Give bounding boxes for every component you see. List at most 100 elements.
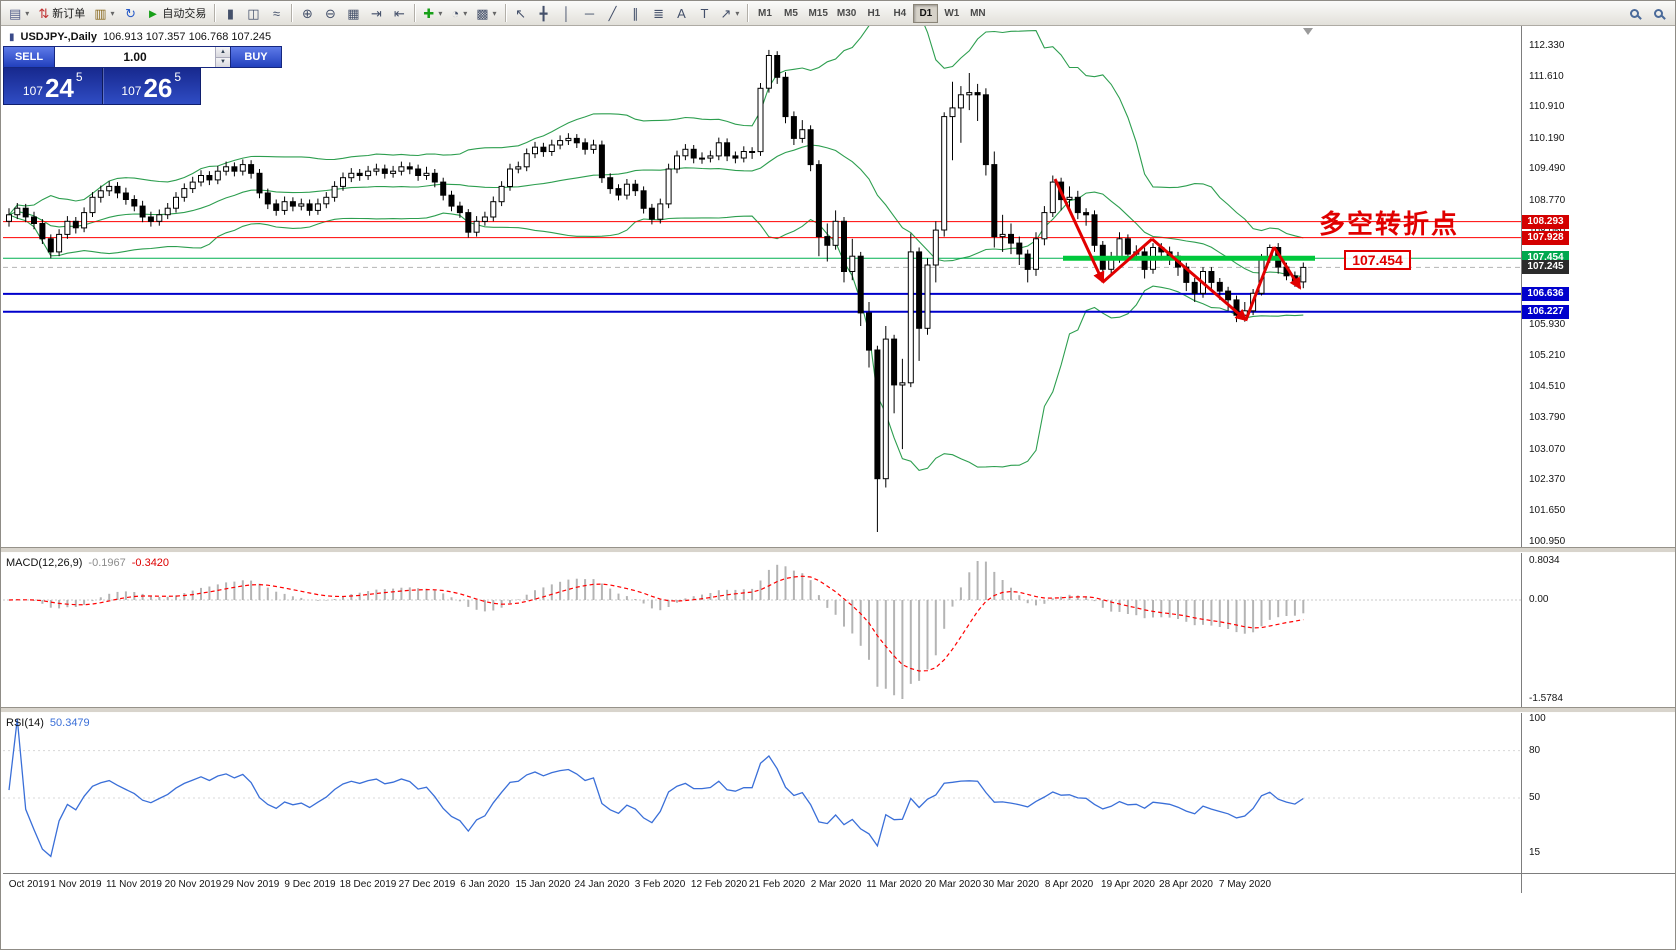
chevron-down-icon: ▾ xyxy=(735,8,740,18)
lot-spinner: ▲ ▼ xyxy=(215,47,230,67)
date-tick: 8 Apr 2020 xyxy=(1044,879,1094,890)
date-tick: 2 Mar 2020 xyxy=(810,879,862,890)
timeframe-d1-button[interactable]: D1 xyxy=(913,3,939,23)
templates-button[interactable]: ▩ ▾ xyxy=(472,3,500,24)
timeframe-m5-button[interactable]: M5 xyxy=(783,7,798,19)
date-tick: 24 Jan 2020 xyxy=(574,879,630,890)
timeframe-w1-button[interactable]: W1 xyxy=(944,7,960,19)
text-button[interactable]: A xyxy=(671,3,693,24)
indicators-button[interactable]: ✚ ▾ xyxy=(419,3,446,24)
sell-price-panel[interactable]: 107 24 5 xyxy=(4,68,102,104)
equidistant-channel-icon: ∥ xyxy=(632,5,639,21)
chevron-down-icon: ▾ xyxy=(25,8,30,18)
buy-button[interactable]: BUY xyxy=(230,46,282,68)
macd-main-value: -0.1967 xyxy=(88,557,126,569)
zoom-in-button[interactable]: ⊕ xyxy=(296,3,318,24)
equidistant-channel-button[interactable]: ∥ xyxy=(625,3,647,24)
date-tick: 15 Jan 2020 xyxy=(515,879,571,890)
new-order-button[interactable]: ⇅ 新订单 xyxy=(34,3,89,24)
price-tick: 111.610 xyxy=(1529,71,1564,82)
price-tick: 105.930 xyxy=(1529,319,1566,330)
grid-button[interactable]: ▦ xyxy=(342,3,364,24)
macd-panel[interactable] xyxy=(3,553,1521,707)
macd-tick: 0.8034 xyxy=(1529,555,1560,566)
trendline-button[interactable]: ╱ xyxy=(602,3,624,24)
rsi-panel[interactable] xyxy=(3,713,1521,873)
date-tick: 18 Dec 2019 xyxy=(339,879,397,890)
new-chart-button[interactable]: ▤ ▾ xyxy=(5,3,33,24)
auto-trading-label: 自动交易 xyxy=(162,8,207,20)
text-label-icon: T xyxy=(700,5,709,21)
price-level-label: 108.293 xyxy=(1522,215,1569,229)
vertical-line-icon: │ xyxy=(562,5,571,21)
price-axis[interactable]: 112.330 111.610 110.910 110.190 109.490 108.7… xyxy=(1521,26,1675,547)
macd-signal-value: -0.3420 xyxy=(131,557,170,569)
zoom-out-button[interactable]: ⊖ xyxy=(319,3,341,24)
fibonacci-button[interactable]: ≣ xyxy=(648,3,670,24)
timeframe-h4-button[interactable]: H4 xyxy=(893,7,907,19)
search-community-button[interactable] xyxy=(1647,3,1669,24)
rsi-axis[interactable]: 100 80 50 15 xyxy=(1521,713,1675,873)
timeframe-m1-button[interactable]: M1 xyxy=(757,7,772,19)
candlestick-chart-button[interactable]: ◫ xyxy=(242,3,264,24)
text-label-button[interactable]: T xyxy=(694,3,716,24)
cursor-button[interactable]: ↖ xyxy=(510,3,532,24)
date-tick: 28 Apr 2020 xyxy=(1159,879,1213,890)
chart-shift-marker[interactable] xyxy=(1303,28,1313,35)
line-chart-button[interactable]: ≈ xyxy=(265,3,287,24)
horizontal-line-button[interactable]: ─ xyxy=(579,3,601,24)
timeframe-m30-button[interactable]: M30 xyxy=(836,7,857,19)
lot-decrease-button[interactable]: ▼ xyxy=(216,56,230,67)
bar-chart-button[interactable]: ▮ xyxy=(219,3,241,24)
profiles-button[interactable]: ▥ ▾ xyxy=(90,3,118,24)
cursor-icon: ↖ xyxy=(515,5,526,21)
price-tick: 110.190 xyxy=(1529,133,1565,144)
periods-button[interactable]: ◔ ▾ xyxy=(447,3,471,24)
profiles-icon: ▥ xyxy=(94,5,107,21)
arrows-icon: ↗ xyxy=(720,5,732,21)
zoom-out-icon: ⊖ xyxy=(324,5,336,21)
arrows-button[interactable]: ↗ ▾ xyxy=(717,3,744,24)
turning-point-annotation: 多空转折点 xyxy=(1319,210,1460,240)
search-symbols-button[interactable] xyxy=(1623,3,1645,24)
timeframe-h1-button[interactable]: H1 xyxy=(867,7,881,19)
time-axis[interactable]: Oct 2019 1 Nov 2019 11 Nov 2019 20 Nov 2019… xyxy=(3,873,1521,893)
price-tick: 109.490 xyxy=(1529,163,1566,174)
timeframe-mn-button[interactable]: MN xyxy=(970,7,986,19)
candlestick-chart-icon: ◫ xyxy=(247,5,260,21)
date-tick: 21 Feb 2020 xyxy=(748,879,806,890)
toolbar-separator xyxy=(214,4,216,22)
price-tick: 105.210 xyxy=(1529,350,1566,361)
macd-axis[interactable]: 0.8034 0.00 -1.5784 xyxy=(1521,553,1675,707)
macd-tick: 0.00 xyxy=(1529,594,1549,605)
panel-splitter-macd[interactable] xyxy=(1,547,1675,553)
timeframe-m15-button[interactable]: M15 xyxy=(808,7,828,19)
price-annotation-box: 107.454 xyxy=(1344,250,1411,270)
lot-increase-button[interactable]: ▲ xyxy=(216,47,230,57)
horizontal-line-icon: ─ xyxy=(584,5,595,21)
vertical-line-button[interactable]: │ xyxy=(556,3,578,24)
auto-trading-button[interactable]: ► 自动交易 xyxy=(143,3,211,24)
date-tick: 3 Feb 2020 xyxy=(634,879,686,890)
price-tick: 103.790 xyxy=(1529,412,1566,423)
date-tick: 12 Feb 2020 xyxy=(690,879,748,890)
price-tick: 110.910 xyxy=(1529,101,1565,112)
toolbar-right-group xyxy=(1623,3,1673,24)
auto-scroll-button[interactable]: ⇥ xyxy=(365,3,387,24)
periods-icon: ◔ xyxy=(451,5,460,21)
refresh-button[interactable]: ↻ xyxy=(120,3,142,24)
sell-button[interactable]: SELL xyxy=(3,46,55,68)
symbol-title: USDJPY-,Daily xyxy=(20,31,97,43)
lot-size-input[interactable] xyxy=(55,47,215,67)
chevron-down-icon: ▾ xyxy=(463,8,468,18)
chart-shift-button[interactable]: ⇤ xyxy=(388,3,410,24)
main-price-chart[interactable] xyxy=(3,26,1521,547)
toolbar-separator xyxy=(747,4,749,22)
panel-splitter-rsi[interactable] xyxy=(1,707,1675,713)
price-tick: 108.770 xyxy=(1529,195,1566,206)
rsi-tick: 100 xyxy=(1529,713,1546,724)
buy-price-panel[interactable]: 107 26 5 xyxy=(103,68,201,104)
templates-icon: ▩ xyxy=(476,5,489,21)
crosshair-button[interactable]: ╋ xyxy=(533,3,555,24)
